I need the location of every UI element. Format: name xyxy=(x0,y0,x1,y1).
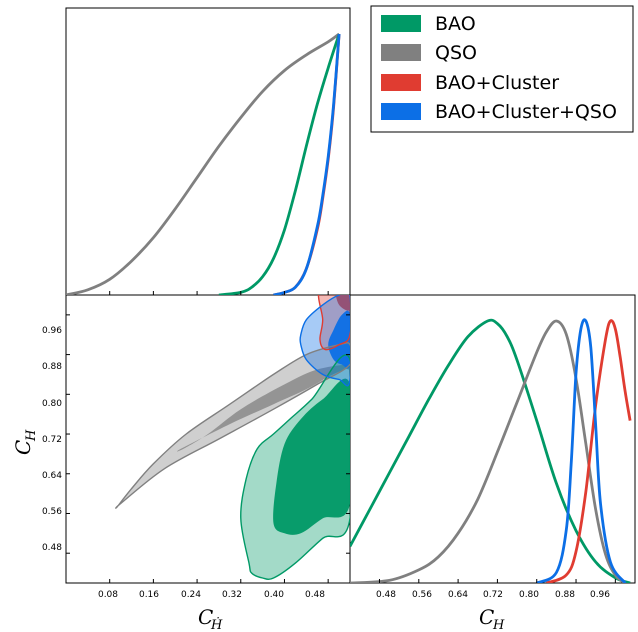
contour-lines xyxy=(114,295,350,581)
y-tick-label: 0.48 xyxy=(42,543,62,553)
svg-text:C: C xyxy=(198,605,213,629)
y-tick-label: 0.96 xyxy=(42,326,62,336)
legend: BAO QSO BAO+Cluster BAO+Cluster+QSO xyxy=(370,5,634,133)
panel-top-left-frame xyxy=(65,7,351,296)
svg-text:C: C xyxy=(11,440,35,455)
x-tick-label: 0.88 xyxy=(555,590,575,600)
legend-label-qso: QSO xyxy=(435,42,477,64)
x-tick-label: 0.08 xyxy=(98,590,118,600)
marginal-curve-bao-cluster xyxy=(546,319,632,583)
tick-marks xyxy=(66,291,616,583)
contour-line-bao-cluster xyxy=(317,295,350,351)
x-tick-label: 0.48 xyxy=(305,590,325,600)
contour-line-bao-cluster-qso xyxy=(299,295,350,387)
svg-text:C: C xyxy=(479,605,494,629)
x-tick-label: 0.64 xyxy=(448,590,468,600)
x-tick-label: 0.48 xyxy=(376,590,396,600)
x-tick-labels-right: 0.48 0.56 0.64 0.72 0.80 0.88 0.96 xyxy=(376,590,610,600)
x-axis-label-right: C H xyxy=(479,605,505,632)
contour-fill-bao-cluster-qso-outer xyxy=(300,295,350,386)
marginal-curve-bao xyxy=(350,318,631,583)
marginal-curve-bao-cluster-qso xyxy=(536,318,627,583)
legend-swatch-bao-cluster-qso xyxy=(381,103,421,120)
x-tick-label: 0.96 xyxy=(590,590,610,600)
contour-fills xyxy=(115,295,350,580)
legend-label-bao-cluster: BAO+Cluster xyxy=(435,72,559,94)
y-axis-label-left: C H xyxy=(11,429,39,455)
marginal-curve-bao xyxy=(218,33,341,295)
svg-text:Ḣ: Ḣ xyxy=(210,616,223,632)
x-tick-label: 0.72 xyxy=(483,590,503,600)
x-tick-label: 0.40 xyxy=(264,590,284,600)
contour-fill-bao-inner xyxy=(273,378,350,535)
contour-fill-bao-cluster-qso-inner xyxy=(328,310,350,369)
contour-line-bao xyxy=(240,354,350,581)
legend-swatch-qso xyxy=(381,44,421,61)
marginal-curve-qso xyxy=(66,32,340,295)
x-tick-label: 0.56 xyxy=(412,590,432,600)
marginal-c-hdot-curves xyxy=(66,32,341,295)
y-tick-label: 0.88 xyxy=(42,362,62,372)
y-tick-label: 0.64 xyxy=(42,471,62,481)
svg-text:H: H xyxy=(492,618,505,632)
x-tick-label: 0.16 xyxy=(139,590,159,600)
contour-fill-qso-inner xyxy=(176,364,350,452)
legend-label-bao-cluster-qso: BAO+Cluster+QSO xyxy=(435,101,617,123)
marginal-curve-qso xyxy=(350,319,627,583)
x-tick-labels-left: 0.08 0.16 0.24 0.32 0.40 0.48 xyxy=(98,590,325,600)
x-tick-label: 0.24 xyxy=(181,590,201,600)
marginal-c-h-curves xyxy=(350,318,632,583)
y-tick-label: 0.80 xyxy=(42,399,62,409)
legend-label-bao: BAO xyxy=(435,13,476,35)
x-tick-label: 0.32 xyxy=(222,590,242,600)
legend-swatch-bao-cluster xyxy=(381,74,421,91)
x-axis-label-left: C Ḣ xyxy=(198,605,223,632)
x-tick-label: 0.80 xyxy=(519,590,539,600)
marginal-curve-bao-cluster-qso xyxy=(273,33,341,295)
contour-fill-bao-cluster-inner xyxy=(335,295,350,311)
y-tick-label: 0.56 xyxy=(42,507,62,517)
svg-text:H: H xyxy=(24,429,39,442)
legend-swatch-bao xyxy=(381,15,421,32)
y-tick-labels-left: 0.96 0.88 0.80 0.72 0.64 0.56 0.48 xyxy=(42,326,62,553)
y-tick-label: 0.72 xyxy=(42,435,62,445)
